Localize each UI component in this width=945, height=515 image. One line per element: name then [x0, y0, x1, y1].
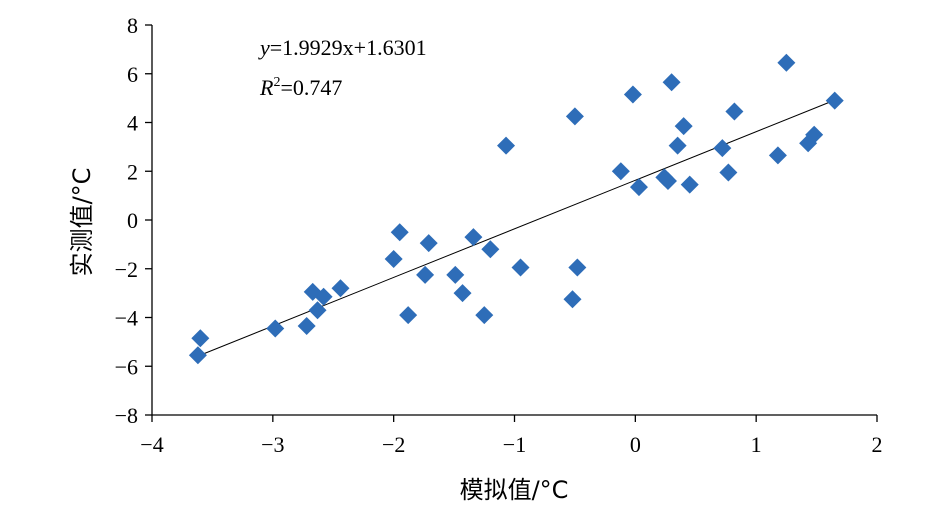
data-point — [511, 258, 530, 277]
data-point — [568, 258, 587, 277]
data-point — [308, 301, 327, 320]
equation-annotation: y=1.9929x+1.6301 — [258, 35, 427, 60]
data-point — [188, 346, 207, 365]
y-tick-label: −6 — [115, 354, 138, 379]
data-point — [481, 240, 500, 259]
r-squared-annotation: R2=0.747 — [259, 75, 342, 100]
data-point — [611, 162, 630, 181]
y-tick-label: 4 — [127, 111, 138, 136]
y-tick-label: −8 — [115, 403, 138, 428]
data-point — [416, 265, 435, 284]
data-point — [453, 284, 472, 303]
x-tick-label: 2 — [872, 432, 883, 457]
data-point — [565, 107, 584, 126]
data-point — [191, 329, 210, 348]
y-axis-label: 实测值/°C — [68, 168, 96, 277]
y-tick-label: 6 — [127, 62, 138, 87]
data-point — [674, 117, 693, 136]
data-point — [768, 146, 787, 165]
x-tick-label: −2 — [382, 432, 405, 457]
data-point — [680, 175, 699, 194]
axes: −4 −3 −2 −1 0 1 2 −8 −6 −4 −2 0 2 4 6 8 — [115, 13, 883, 457]
data-point — [668, 136, 687, 155]
data-point — [563, 290, 582, 309]
data-point — [623, 85, 642, 104]
y-tick-label: −2 — [115, 257, 138, 282]
x-ticks: −4 −3 −2 −1 0 1 2 — [140, 415, 883, 457]
data-point — [805, 125, 824, 144]
trendline — [200, 99, 835, 356]
y-ticks: −8 −6 −4 −2 0 2 4 6 8 — [115, 13, 152, 428]
y-tick-label: −4 — [115, 306, 138, 331]
y-tick-label: 8 — [127, 13, 138, 38]
data-point — [399, 306, 418, 325]
data-point — [419, 234, 438, 253]
data-point — [446, 265, 465, 284]
data-point — [658, 172, 677, 190]
y-tick-label: 2 — [127, 159, 138, 184]
data-point — [825, 91, 844, 110]
data-point — [497, 136, 516, 155]
data-point — [719, 163, 738, 182]
data-point — [713, 139, 732, 158]
data-point — [266, 319, 285, 338]
data-point — [662, 73, 681, 92]
data-point — [464, 228, 483, 247]
data-point — [777, 53, 796, 72]
data-point — [390, 223, 409, 242]
data-point — [725, 102, 744, 121]
data-point — [297, 317, 316, 336]
data-point — [384, 250, 403, 268]
x-tick-label: −1 — [503, 432, 526, 457]
x-axis-label: 模拟值/°C — [460, 476, 569, 504]
data-point — [629, 178, 648, 197]
y-tick-label: 0 — [127, 208, 138, 233]
x-tick-label: 1 — [751, 432, 762, 457]
x-tick-label: −3 — [261, 432, 284, 457]
data-points — [188, 53, 844, 365]
x-tick-label: −4 — [140, 432, 163, 457]
x-tick-label: 0 — [630, 432, 641, 457]
data-point — [314, 287, 333, 306]
data-point — [331, 279, 350, 298]
data-point — [475, 306, 494, 325]
